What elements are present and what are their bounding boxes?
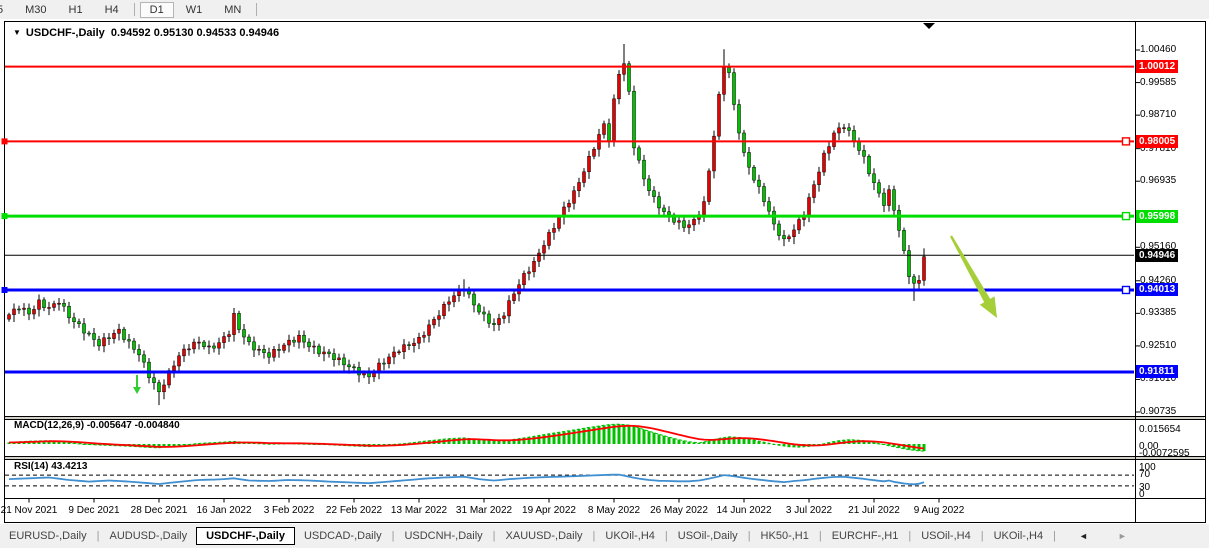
pane-splitter-macd[interactable] [5, 417, 1204, 420]
hline-handle-left[interactable] [1, 138, 8, 145]
macd-indicator-label: MACD(12,26,9) -0.005647 -0.004840 [14, 420, 180, 431]
hline-handle-right[interactable] [1121, 285, 1131, 295]
price-tick-label: 0.92510 [1140, 339, 1177, 351]
chart-tab-usoil-h4[interactable]: USOil-,H4 [921, 530, 971, 542]
date-label: 9 Dec 2021 [68, 505, 120, 516]
hline-handle-left[interactable] [1, 286, 8, 293]
date-label: 8 May 2022 [587, 505, 641, 516]
timeframe-button-5[interactable]: 5 [0, 3, 4, 16]
tab-separator: | [908, 530, 912, 542]
price-tick-label: 1.00460 [1140, 44, 1177, 55]
chart-tab-usdchf-daily[interactable]: USDCHF-,Daily [196, 527, 295, 545]
tab-separator: | [96, 530, 100, 542]
indicator-axis-label: 70 [1139, 469, 1151, 480]
chart-tab-usdcad-daily[interactable]: USDCAD-,Daily [303, 530, 382, 542]
date-label: 9 Aug 2022 [913, 505, 965, 516]
down-arrow-annotation[interactable] [950, 235, 997, 318]
indicator-axis-label: -0.0072595 [1139, 448, 1190, 459]
hline-handle-right[interactable] [1121, 211, 1131, 221]
timeframe-button-mn[interactable]: MN [224, 3, 242, 16]
date-label: 3 Jul 2022 [785, 505, 833, 516]
date-label: 21 Nov 2021 [0, 505, 58, 516]
date-label: 13 Mar 2022 [390, 505, 448, 516]
indicator-axis-label: 0.015654 [1139, 424, 1181, 435]
tab-scroll-left-icon[interactable]: ◄ [1078, 531, 1088, 541]
price-badge-0.94946: 0.94946 [1136, 248, 1179, 262]
price-tick-label: 0.94260 [1140, 274, 1177, 286]
tab-separator: | [664, 530, 668, 542]
tab-separator: | [1053, 530, 1056, 542]
price-badge-0.95998: 0.95998 [1136, 209, 1179, 223]
date-label: 22 Feb 2022 [325, 505, 383, 516]
date-label: 19 Apr 2022 [522, 505, 576, 516]
price-badge-1.00012: 1.00012 [1136, 60, 1179, 74]
chart-tab-ukoil-h4[interactable]: UKOil-,H4 [993, 530, 1044, 542]
date-label: 28 Dec 2021 [130, 505, 188, 516]
toolbar-separator [256, 3, 258, 16]
price-badge-0.91811: 0.91811 [1136, 365, 1178, 379]
date-label: 31 Mar 2022 [455, 505, 513, 516]
pane-splitter-rsi[interactable] [5, 457, 1204, 460]
chart-tab-eurusd-daily[interactable]: EURUSD-,Daily [9, 530, 87, 542]
symbol-tab-bar: EURUSD-,Daily | AUDUSD-,Daily USDCHF-,Daily… [0, 524, 1209, 548]
rsi-indicator-label: RSI(14) 43.4213 [14, 461, 88, 472]
tab-separator: | [391, 530, 395, 542]
timeframe-toolbar: 5 M30 H1 H4 D1 W1 MN [0, 0, 1209, 19]
indicator-axis-label: 100 [1139, 462, 1156, 473]
symbol-label: USDCHF-,Daily [25, 27, 105, 39]
price-tick-label: 0.97810 [1140, 142, 1177, 154]
date-label: 21 Jul 2022 [848, 505, 900, 516]
toolbar-separator [133, 3, 135, 16]
hline-handle-left[interactable] [1, 213, 8, 220]
macd-pane [7, 423, 926, 452]
chart-tab-usoil-daily[interactable]: USOil-,Daily [677, 530, 738, 542]
tab-separator: | [747, 530, 751, 542]
chevron-down-icon[interactable]: ▼ [13, 28, 21, 37]
chart-shift-marker-icon[interactable] [923, 23, 935, 29]
chart-tab-xauusd-daily[interactable]: XAUUSD-,Daily [505, 530, 583, 542]
price-badge-0.98005: 0.98005 [1136, 134, 1179, 148]
timeframe-button-h1[interactable]: H1 [68, 3, 83, 16]
date-label: 14 Jun 2022 [716, 505, 772, 516]
date-label: 3 Feb 2022 [263, 505, 315, 516]
price-tick-label: 0.95160 [1140, 241, 1177, 253]
rsi-pane [5, 473, 1134, 487]
chart-title: ▼ USDCHF-,Daily 0.94592 0.95130 0.94533 0… [13, 27, 279, 39]
tab-scroll-right-icon[interactable]: ► [1117, 531, 1127, 541]
chart-tab-eurchf-h1[interactable]: EURCHF-,H1 [831, 530, 899, 542]
chart-window-frame [4, 21, 1206, 523]
indicator-axis-label: 0.00 [1139, 441, 1159, 452]
ohlc-values: 0.94592 0.95130 0.94533 0.94946 [110, 27, 280, 39]
price-tick-label: 0.90735 [1140, 406, 1177, 417]
small-down-arrow-head [133, 387, 141, 394]
date-label: 26 May 2022 [650, 505, 708, 516]
price-tick-label: 0.91610 [1140, 373, 1177, 385]
chart-tab-hk50-h1[interactable]: HK50-,H1 [760, 530, 809, 542]
timeframe-button-m30[interactable]: M30 [25, 3, 47, 16]
macd-signal-line [8, 424, 925, 450]
tab-separator: | [818, 530, 822, 542]
price-badge-0.94013: 0.94013 [1136, 283, 1179, 297]
price-tick-label: 0.93385 [1140, 307, 1177, 319]
price-tick-label: 0.99585 [1140, 76, 1177, 88]
tab-separator: | [980, 530, 984, 542]
chart-tab-audusd-daily[interactable]: AUDUSD-,Daily [109, 530, 188, 542]
timeframe-button-h4[interactable]: H4 [104, 3, 119, 16]
indicator-axis-label: 0 [1139, 489, 1145, 500]
hline-handle-right[interactable] [1121, 137, 1131, 146]
rsi-line [8, 473, 925, 486]
price-tick-label: 0.96935 [1140, 175, 1177, 187]
chart-tab-ukoil-h4[interactable]: UKOil-,H4 [605, 530, 655, 542]
timeframe-button-w1[interactable]: W1 [185, 3, 203, 16]
chart-tab-usdcnh-daily[interactable]: USDCNH-,Daily [404, 530, 483, 542]
tab-separator: | [492, 530, 496, 542]
timeframe-button-d1[interactable]: D1 [139, 1, 174, 18]
indicator-axis-label: 30 [1139, 482, 1151, 493]
price-tick-label: 0.98710 [1140, 109, 1177, 121]
date-label: 16 Jan 2022 [196, 505, 252, 516]
tab-separator: | [592, 530, 596, 542]
